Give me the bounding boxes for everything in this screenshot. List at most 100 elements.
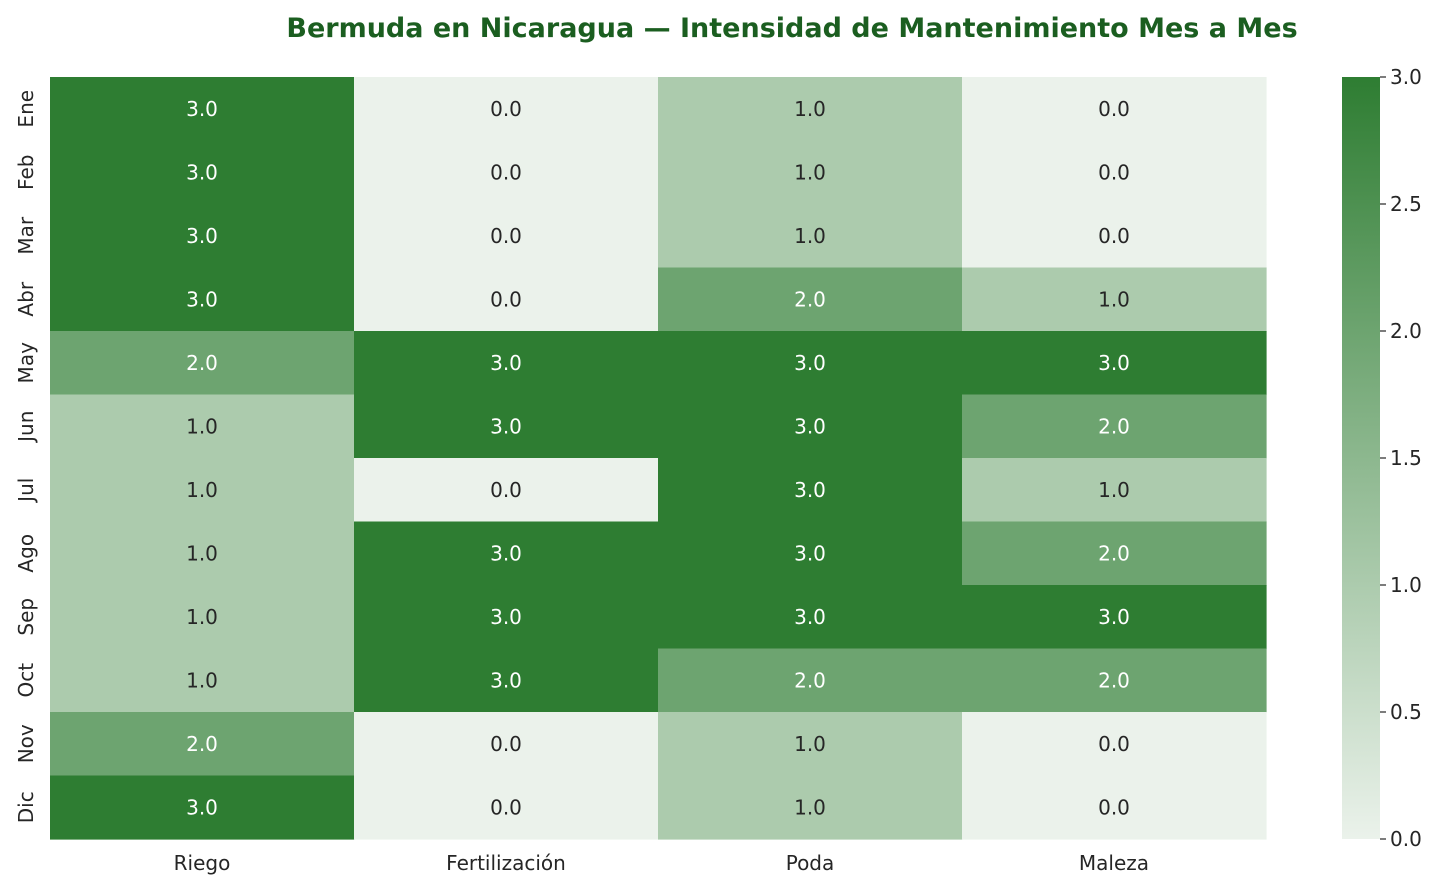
x-axis-tick-labels: Riego Fertilización Poda Maleza bbox=[174, 851, 1149, 875]
heatmap-cell bbox=[50, 140, 355, 205]
cell-value-label: 0.0 bbox=[490, 160, 522, 184]
cell-value-label: 3.0 bbox=[794, 605, 826, 629]
cell-value-label: 0.0 bbox=[490, 287, 522, 311]
heatmap-cell bbox=[658, 204, 963, 269]
heatmap-cell bbox=[354, 267, 659, 332]
cell-value-label: 0.0 bbox=[490, 732, 522, 756]
y-tick-label: Abr bbox=[14, 281, 38, 316]
colorbar-tick-label: 2.0 bbox=[1390, 319, 1422, 343]
y-tick-label: Sep bbox=[14, 598, 38, 636]
colorbar-ticks: 0.0 0.5 1.0 1.5 2.0 2.5 3.0 bbox=[1380, 65, 1422, 851]
heatmap-cell bbox=[354, 712, 659, 777]
colorbar-tick-label: 0.0 bbox=[1390, 827, 1422, 851]
heatmap-cell bbox=[354, 585, 659, 650]
cell-value-label: 2.0 bbox=[1098, 541, 1130, 565]
x-tick-label: Riego bbox=[174, 851, 231, 875]
cell-value-label: 0.0 bbox=[490, 795, 522, 819]
colorbar-gradient bbox=[1342, 77, 1380, 839]
cell-value-label: 1.0 bbox=[1098, 478, 1130, 502]
heatmap-cell bbox=[354, 204, 659, 269]
y-tick-label: May bbox=[14, 342, 38, 384]
cell-value-label: 3.0 bbox=[186, 160, 218, 184]
heatmap-cell bbox=[962, 775, 1267, 840]
heatmap-cell bbox=[658, 331, 963, 396]
heatmap-cell bbox=[962, 394, 1267, 459]
heatmap-cell bbox=[354, 77, 659, 142]
cell-value-label: 3.0 bbox=[1098, 351, 1130, 375]
cell-value-label: 1.0 bbox=[1098, 287, 1130, 311]
chart-title: Bermuda en Nicaragua — Intensidad de Man… bbox=[286, 13, 1297, 44]
heatmap-cell bbox=[962, 648, 1267, 713]
cell-value-label: 1.0 bbox=[794, 97, 826, 121]
cell-value-label: 0.0 bbox=[1098, 732, 1130, 756]
colorbar: 0.0 0.5 1.0 1.5 2.0 2.5 3.0 bbox=[1342, 65, 1422, 851]
heatmap-cell bbox=[354, 331, 659, 396]
heatmap-cell bbox=[658, 267, 963, 332]
cell-value-label: 1.0 bbox=[186, 541, 218, 565]
cell-value-label: 3.0 bbox=[794, 351, 826, 375]
cell-value-label: 1.0 bbox=[186, 605, 218, 629]
cell-value-label: 0.0 bbox=[1098, 795, 1130, 819]
heatmap-cell bbox=[962, 77, 1267, 142]
y-tick-label: Jun bbox=[14, 411, 38, 444]
y-tick-label: Dic bbox=[14, 791, 38, 823]
colorbar-tick-label: 3.0 bbox=[1390, 65, 1422, 89]
cell-value-label: 1.0 bbox=[186, 478, 218, 502]
colorbar-tick-label: 1.5 bbox=[1390, 446, 1422, 470]
cell-value-label: 3.0 bbox=[490, 541, 522, 565]
cell-value-label: 1.0 bbox=[794, 732, 826, 756]
cell-value-label: 0.0 bbox=[490, 224, 522, 248]
cell-value-label: 3.0 bbox=[490, 414, 522, 438]
heatmap-cell bbox=[962, 331, 1267, 396]
heatmap-cell bbox=[962, 712, 1267, 777]
colorbar-tick-label: 2.5 bbox=[1390, 192, 1422, 216]
x-tick-label: Fertilización bbox=[446, 851, 566, 875]
y-tick-label: Mar bbox=[14, 216, 38, 255]
heatmap-cell bbox=[354, 775, 659, 840]
heatmap-cells bbox=[50, 77, 1267, 840]
heatmap-cell bbox=[658, 77, 963, 142]
heatmap-cell-labels: 3.0 0.0 1.0 0.0 3.0 0.0 1.0 0.0 3.0 0.0 1.0 0.0 3.0 0… bbox=[186, 97, 1130, 820]
heatmap-cell bbox=[962, 458, 1267, 523]
heatmap-cell bbox=[962, 204, 1267, 269]
y-tick-label: Nov bbox=[14, 724, 38, 763]
heatmap-cell bbox=[354, 394, 659, 459]
cell-value-label: 0.0 bbox=[1098, 97, 1130, 121]
cell-value-label: 3.0 bbox=[186, 97, 218, 121]
y-tick-label: Ago bbox=[14, 534, 38, 573]
heatmap-cell bbox=[50, 521, 355, 586]
cell-value-label: 3.0 bbox=[794, 541, 826, 565]
heatmap-cell bbox=[658, 394, 963, 459]
heatmap-cell bbox=[354, 140, 659, 205]
cell-value-label: 1.0 bbox=[794, 795, 826, 819]
heatmap-cell bbox=[50, 331, 355, 396]
y-axis-tick-labels: Ene Feb Mar Abr May Jun Jul Ago Sep Oct Nov Dic bbox=[14, 90, 38, 823]
cell-value-label: 0.0 bbox=[1098, 224, 1130, 248]
heatmap-cell bbox=[658, 521, 963, 586]
cell-value-label: 3.0 bbox=[490, 351, 522, 375]
heatmap-cell bbox=[354, 648, 659, 713]
heatmap-cell bbox=[658, 775, 963, 840]
cell-value-label: 2.0 bbox=[1098, 668, 1130, 692]
y-tick-label: Jul bbox=[14, 478, 38, 504]
x-tick-label: Poda bbox=[786, 851, 835, 875]
cell-value-label: 2.0 bbox=[186, 732, 218, 756]
y-tick-label: Feb bbox=[14, 155, 38, 190]
cell-value-label: 2.0 bbox=[794, 287, 826, 311]
heatmap-cell bbox=[962, 521, 1267, 586]
heatmap-cell bbox=[658, 585, 963, 650]
x-tick-label: Maleza bbox=[1079, 851, 1149, 875]
cell-value-label: 3.0 bbox=[794, 478, 826, 502]
colorbar-tick-label: 0.5 bbox=[1390, 700, 1422, 724]
heatmap-cell bbox=[50, 458, 355, 523]
heatmap-cell bbox=[50, 267, 355, 332]
cell-value-label: 3.0 bbox=[1098, 605, 1130, 629]
y-tick-label: Oct bbox=[14, 663, 38, 698]
heatmap-cell bbox=[354, 458, 659, 523]
heatmap-cell bbox=[962, 585, 1267, 650]
cell-value-label: 0.0 bbox=[490, 97, 522, 121]
heatmap-cell bbox=[962, 267, 1267, 332]
cell-value-label: 3.0 bbox=[794, 414, 826, 438]
heatmap-cell bbox=[50, 712, 355, 777]
